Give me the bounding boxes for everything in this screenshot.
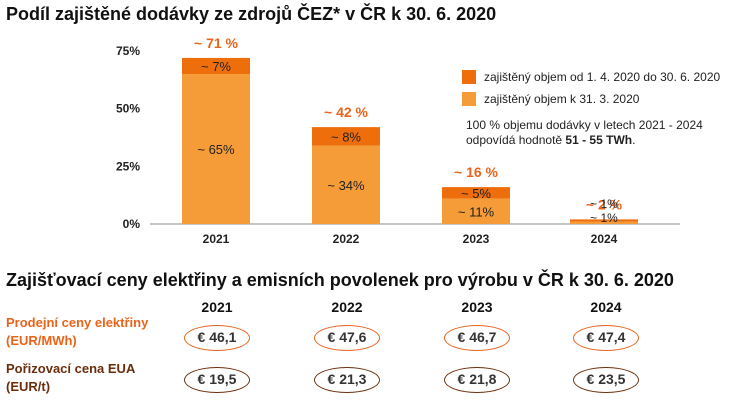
note-line1: 100 % objemu dodávky v letech 2021 - 202… — [466, 118, 703, 132]
bar-new-2022 — [312, 127, 380, 146]
x-tick-label-2021: 2021 — [203, 232, 230, 246]
bar-base-2024 — [570, 221, 638, 224]
x-tick-label-2022: 2022 — [333, 232, 360, 246]
prices-title: Zajišťovací ceny elektřiny a emisních po… — [6, 270, 674, 290]
electricity-price-label-line2: (EUR/MWh) — [6, 333, 77, 348]
legend-label-base: zajištěný objem k 31. 3. 2020 — [484, 92, 640, 106]
electricity-price-2023: € 46,7 — [444, 325, 510, 351]
legend-item-new: zajištěný objem od 1. 4. 2020 do 30. 6. … — [462, 66, 720, 88]
eua-price-2022: € 21,3 — [314, 367, 380, 393]
electricity-price-2022: € 47,6 — [314, 325, 380, 351]
price-year-2023: 2023 — [461, 299, 493, 315]
total-label-2022: ~ 42 % — [324, 104, 369, 120]
eua-price-2024: € 23,5 — [573, 367, 639, 393]
data-label-base-2024: ~ 1% — [590, 211, 618, 225]
total-label-2023: ~ 16 % — [454, 164, 499, 180]
total-label-2024: ~ 2 % — [586, 196, 623, 212]
data-label-new-2024: ~ 1% — [590, 197, 618, 211]
y-tick-label: 25% — [116, 159, 140, 173]
price-year-2024: 2024 — [590, 299, 622, 315]
bar-new-2021 — [182, 57, 250, 75]
eua-price-label: Pořizovací cena EUA (EUR/t) — [6, 360, 135, 396]
bar-new-2023 — [442, 187, 510, 199]
data-label-base-2021: ~ 65% — [197, 142, 235, 157]
supply-note: 100 % objemu dodávky v letech 2021 - 202… — [466, 118, 703, 148]
total-label-2021: ~ 71 % — [194, 35, 239, 51]
bar-base-2022 — [312, 145, 380, 224]
legend-label-new: zajištěný objem od 1. 4. 2020 do 30. 6. … — [484, 70, 721, 84]
chart-title: Podíl zajištěné dodávky ze zdrojů ČEZ* v… — [6, 4, 497, 24]
note-line2-suffix: . — [632, 133, 636, 147]
eua-price-2023: € 21,8 — [444, 367, 510, 393]
bar-new-2024 — [570, 219, 638, 222]
bar-base-2021 — [182, 74, 250, 224]
chart-legend: zajištěný objem od 1. 4. 2020 do 30. 6. … — [462, 66, 720, 110]
data-label-new-2022: ~ 8% — [331, 129, 361, 144]
supply-chart: 0% 25% 50% 75% 2021 ~ 71 % ~ 65% ~ 7% 2022 ~ 42 %… — [116, 35, 680, 246]
x-tick-label-2024: 2024 — [591, 232, 618, 246]
electricity-price-label: Prodejní ceny elektřiny (EUR/MWh) — [6, 314, 148, 350]
y-tick-label: 75% — [116, 44, 140, 58]
eua-price-label-line1: Pořizovací cena EUA — [6, 361, 136, 376]
electricity-price-label-line1: Prodejní ceny elektřiny — [6, 315, 149, 330]
y-tick-label: 0% — [123, 217, 141, 231]
note-line2-prefix: odpovídá hodnotě — [466, 133, 566, 147]
eua-price-label-line2: (EUR/t) — [6, 379, 51, 394]
note-line2: odpovídá hodnotě 51 - 55 TWh. — [466, 133, 703, 148]
eua-price-2021: € 19,5 — [184, 367, 250, 393]
legend-swatch-new — [462, 70, 476, 84]
data-label-new-2023: ~ 5% — [461, 186, 491, 201]
electricity-price-2024: € 47,4 — [573, 325, 639, 351]
electricity-price-2021: € 46,1 — [184, 325, 250, 351]
price-year-2022: 2022 — [331, 299, 363, 315]
y-tick-label: 50% — [116, 102, 140, 116]
x-tick-label-2023: 2023 — [463, 232, 490, 246]
data-label-base-2022: ~ 34% — [327, 178, 365, 193]
data-label-new-2021: ~ 7% — [201, 59, 231, 74]
note-line2-value: 51 - 55 TWh — [565, 133, 633, 147]
data-label-base-2023: ~ 11% — [458, 204, 495, 219]
legend-swatch-base — [462, 92, 476, 106]
legend-item-base: zajištěný objem k 31. 3. 2020 — [462, 88, 720, 110]
bar-base-2023 — [442, 198, 510, 224]
price-year-2021: 2021 — [201, 299, 233, 315]
